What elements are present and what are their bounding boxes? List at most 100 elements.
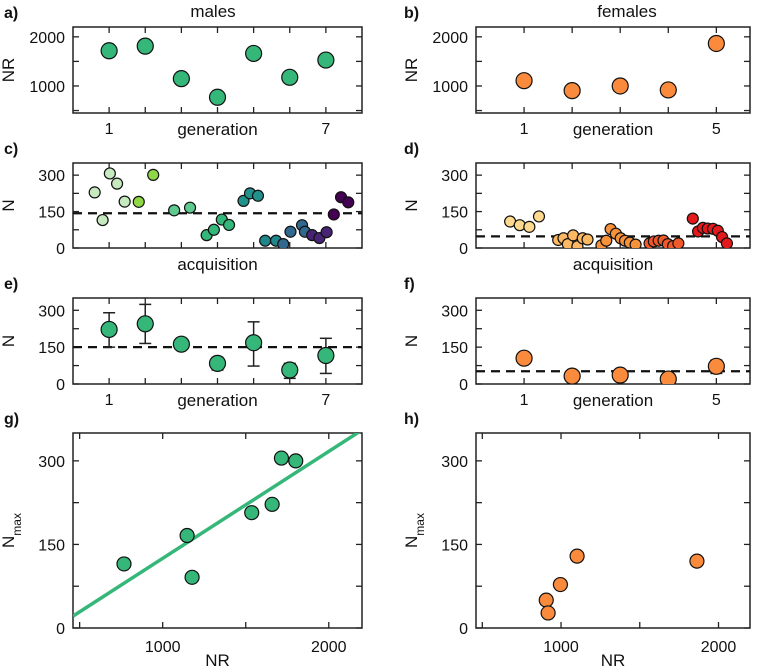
y-axis-label: NR [0,58,18,83]
data-point [563,367,581,384]
x-tick-label: 7 [321,121,330,138]
y-axis-label-main: NR [0,58,18,83]
x-axis-label: acquisition [177,255,257,274]
data-point [207,223,220,236]
y-axis-label: N [402,335,421,347]
panel-letter: b) [404,5,419,22]
data-point [100,42,118,60]
data-point [259,234,272,247]
panel-a: 1 7 1000 2000 generation NR a) males [0,2,363,139]
y-tick-label: 0 [56,241,65,258]
data-point [172,335,190,353]
data-point [611,77,629,95]
plot-area [100,37,335,106]
data-point [184,569,200,585]
data-point [277,238,290,248]
x-axis-label: NR [601,651,626,670]
data-point [707,357,725,375]
x-tick-label: 1000 [543,639,579,656]
y-tick-label: 0 [459,621,468,638]
x-tick-label: 1 [520,121,529,138]
y-tick-label: 300 [441,168,468,185]
data-point [689,553,705,569]
plot-frame [475,26,751,114]
y-axis-label: Nmax [0,513,24,548]
y-tick-label: 150 [441,537,468,554]
plot-area [73,303,362,380]
panel-letter: a) [4,5,18,22]
y-tick-label: 150 [38,537,65,554]
y-axis-label-main: NR [402,58,421,83]
x-axis-label: NR [205,651,230,670]
data-point [317,346,335,365]
data-point [581,233,594,246]
x-tick-label: 2000 [701,639,737,656]
data-point [532,210,546,223]
x-tick-label: 1 [520,392,529,409]
y-tick-label: 300 [441,454,468,471]
data-point [208,88,227,106]
y-axis-label-main: N [402,335,421,347]
data-point [244,505,260,521]
x-tick-label: 7 [321,392,330,409]
y-tick-label: 150 [38,340,65,357]
data-point [569,548,585,564]
plot-frame [72,432,363,629]
data-point [273,450,290,466]
data-point [659,370,677,384]
data-point [183,201,197,214]
plot-frame [475,432,751,629]
y-tick-label: 1000 [432,79,468,96]
data-point [540,605,556,621]
y-axis-label-main: N [0,335,18,347]
x-tick-label: 5 [712,392,721,409]
data-point [147,168,160,181]
panel-letter: f) [404,276,415,293]
y-axis-label-main: N [402,199,421,211]
data-point [245,44,263,63]
data-point [136,315,154,333]
y-axis-label-main: N [0,536,18,548]
data-point [103,167,116,180]
data-point [222,218,236,232]
data-point [284,225,297,238]
panel-letter: e) [4,276,18,293]
data-point [136,37,154,55]
y-tick-label: 1000 [29,79,65,96]
y-axis-label-main: N [402,536,421,548]
y-tick-label: 300 [441,303,468,320]
data-point [563,82,581,100]
data-point [720,237,734,248]
panel-letter: c) [4,141,18,158]
panel-letter: h) [404,411,419,428]
panel-g: 1000 2000 0 150 300 NR Nmax g) [0,411,363,670]
y-tick-label: 0 [459,377,468,394]
panel-b: 1 5 1000 2000 generation NR b) females [402,2,751,139]
data-point [686,212,699,225]
panel-c: 0 150 300 acquisition Nc) [0,141,363,274]
y-tick-label: 0 [459,241,468,258]
panel-title: females [597,2,657,21]
x-axis-label: acquisition [573,255,653,274]
data-point [611,366,629,384]
x-tick-label: 1 [105,392,114,409]
data-point [515,72,533,90]
y-tick-label: 2000 [432,30,468,47]
data-point [523,220,536,233]
panel-h: 1000 2000 0 150 300 NR Nmax h) [402,411,751,670]
data-point [245,334,263,352]
data-point [707,34,725,53]
panel-d: 0 150 300 acquisition Nd) [402,141,751,274]
y-tick-label: 0 [56,621,65,638]
data-point [110,177,124,190]
data-point [320,226,333,239]
plot-frame [475,162,751,249]
x-tick-label: 1000 [145,639,181,656]
y-axis-label: Nmax [402,513,427,548]
x-tick-label: 1 [105,121,114,138]
panel-letter: d) [404,141,419,158]
data-point [327,208,340,221]
y-axis-label-main: N [0,199,18,211]
